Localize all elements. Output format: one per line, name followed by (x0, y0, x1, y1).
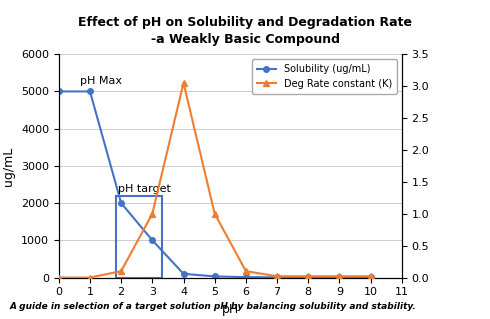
Legend: Solubility (ug/mL), Deg Rate constant (K): Solubility (ug/mL), Deg Rate constant (K… (252, 59, 397, 94)
Text: pH target: pH target (118, 184, 171, 194)
Text: A guide in selection of a target solution pH by balancing solubility and stabili: A guide in selection of a target solutio… (10, 302, 416, 311)
Text: pH Max: pH Max (80, 76, 122, 86)
Y-axis label: ug/mL: ug/mL (2, 146, 15, 186)
Text: Effect of pH on Solubility and Degradation Rate
-a Weakly Basic Compound: Effect of pH on Solubility and Degradati… (78, 16, 412, 46)
X-axis label: pH: pH (221, 303, 239, 316)
Bar (117, 196, 162, 278)
Text: F I G U R E   1: F I G U R E 1 (192, 12, 298, 26)
